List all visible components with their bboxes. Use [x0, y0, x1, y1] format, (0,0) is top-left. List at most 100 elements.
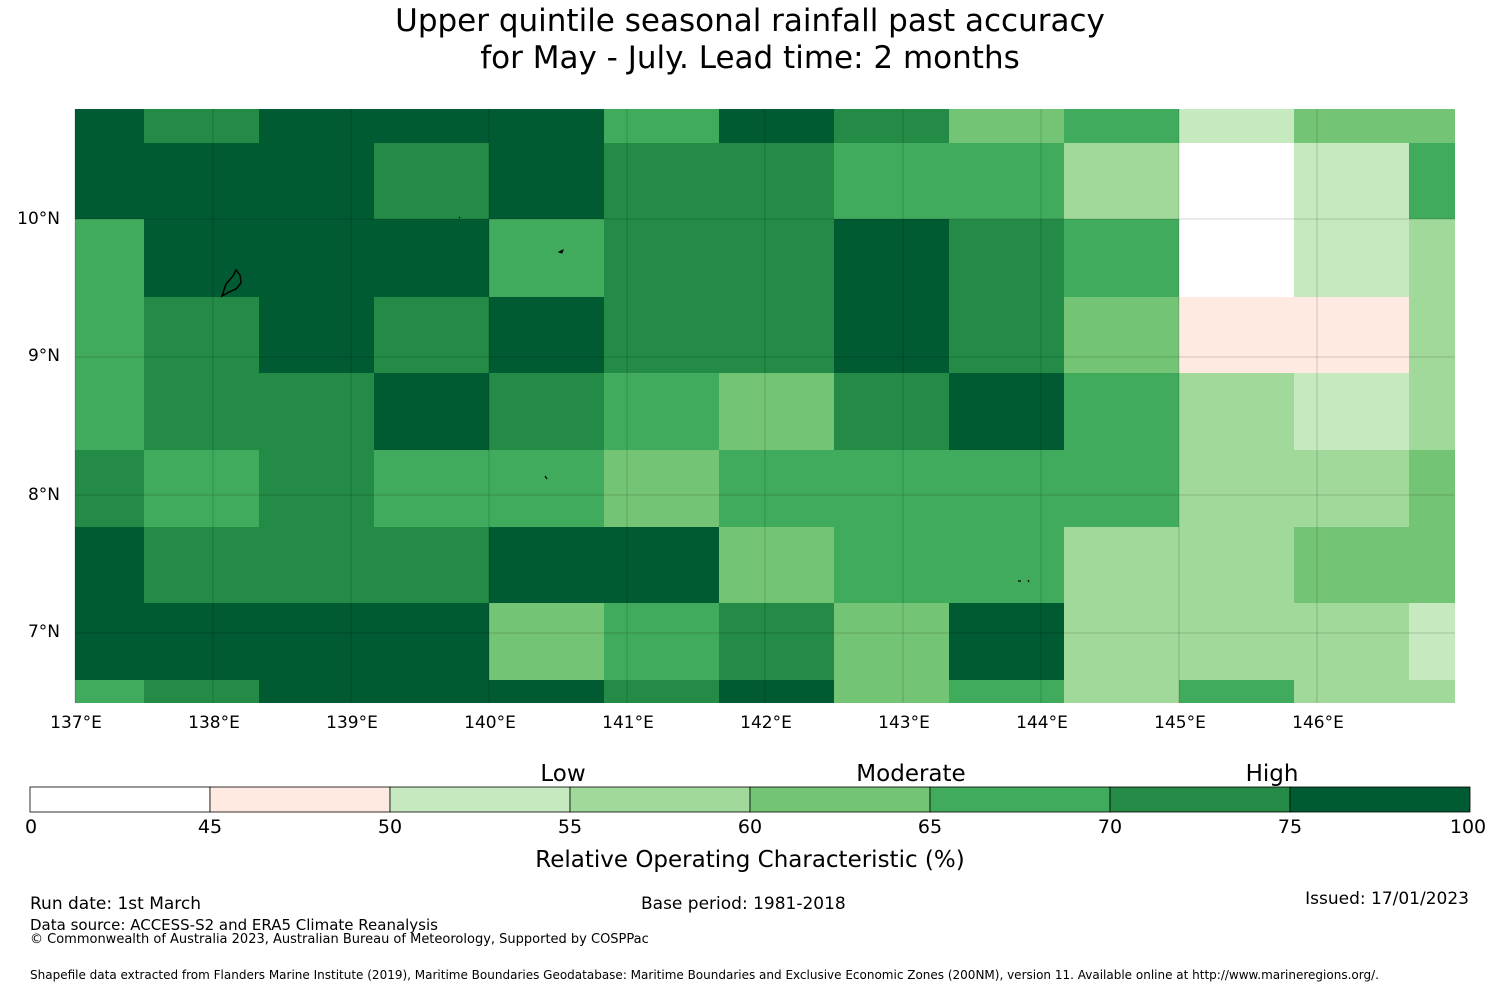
- grid-cell: [489, 373, 604, 450]
- grid-cell: [259, 680, 374, 703]
- grid-cell: [489, 143, 604, 219]
- grid-cell: [949, 297, 1064, 373]
- grid-cell: [604, 527, 719, 603]
- grid-cell: [144, 680, 259, 703]
- legend-color-swatch: [569, 786, 751, 813]
- grid-cell: [949, 219, 1064, 297]
- grid-cell: [1409, 109, 1455, 143]
- legend-color-swatch: [1109, 786, 1291, 813]
- grid-cell: [1064, 603, 1179, 680]
- grid-cell: [834, 603, 949, 680]
- grid-cell: [75, 297, 144, 373]
- grid-cell: [374, 297, 489, 373]
- grid-cell: [834, 219, 949, 297]
- grid-cell: [1409, 373, 1455, 450]
- grid-cell: [1294, 219, 1409, 297]
- legend-tick: 50: [377, 816, 403, 838]
- legend-category-moderate: Moderate: [856, 761, 966, 787]
- grid-cell: [259, 527, 374, 603]
- base-period: Base period: 1981-2018: [641, 894, 846, 914]
- copyright: © Commonwealth of Australia 2023, Austra…: [30, 932, 649, 947]
- grid-cell: [1179, 373, 1294, 450]
- grid-cell: [1179, 219, 1294, 297]
- grid-cell: [75, 373, 144, 450]
- legend-tick: 65: [917, 816, 943, 838]
- grid-cell: [834, 297, 949, 373]
- grid-cell: [834, 109, 949, 143]
- grid-cell: [604, 603, 719, 680]
- grid-cell: [144, 450, 259, 527]
- grid-cell: [374, 109, 489, 143]
- lon-label-138e: 138°E: [188, 713, 240, 733]
- issued-date: Issued: 17/01/2023: [1305, 889, 1469, 909]
- grid-cell: [1179, 527, 1294, 603]
- grid-cell: [259, 450, 374, 527]
- grid-cell: [719, 297, 834, 373]
- grid-cell: [75, 109, 144, 143]
- grid-cell: [719, 450, 834, 527]
- grid-cell: [1294, 527, 1409, 603]
- grid-cell: [374, 143, 489, 219]
- legend-tick: 60: [737, 816, 763, 838]
- grid-cell: [1064, 297, 1179, 373]
- grid-cell: [144, 297, 259, 373]
- grid-cell: [1294, 450, 1409, 527]
- grid-cell: [949, 143, 1064, 219]
- grid-cell: [1064, 109, 1179, 143]
- grid-cell: [719, 219, 834, 297]
- grid-cell: [949, 527, 1064, 603]
- grid-cell: [834, 450, 949, 527]
- grid-cell: [1409, 297, 1455, 373]
- grid-cell: [834, 680, 949, 703]
- grid-cell: [1409, 680, 1455, 703]
- grid-cell: [75, 219, 144, 297]
- grid-cell: [834, 143, 949, 219]
- grid-cell: [834, 373, 949, 450]
- grid-cell: [1064, 143, 1179, 219]
- legend-color-swatch: [1289, 786, 1471, 813]
- grid-cell: [1179, 109, 1294, 143]
- grid-cell: [604, 219, 719, 297]
- lat-label-10n: 10°N: [17, 209, 60, 229]
- legend-color-swatch: [209, 786, 391, 813]
- grid-cell: [144, 143, 259, 219]
- legend-title: Relative Operating Characteristic (%): [535, 847, 965, 873]
- legend-category-low: Low: [540, 761, 586, 787]
- grid-cell: [1064, 219, 1179, 297]
- island-outline: [557, 249, 564, 254]
- grid-cell: [604, 680, 719, 703]
- lon-label-140e: 140°E: [464, 713, 516, 733]
- grid-cell: [144, 109, 259, 143]
- run-date: Run date: 1st March: [30, 894, 202, 914]
- grid-cell: [719, 680, 834, 703]
- lon-label-141e: 141°E: [602, 713, 654, 733]
- island-outline: [1018, 579, 1030, 583]
- legend-color-swatch: [389, 786, 571, 813]
- grid-cell: [75, 680, 144, 703]
- grid-cell: [75, 527, 144, 603]
- lon-label-146e: 146°E: [1292, 713, 1344, 733]
- legend-color-swatch: [29, 786, 211, 813]
- grid-cell: [1409, 527, 1455, 603]
- lon-label-144e: 144°E: [1016, 713, 1068, 733]
- lat-label-7n: 7°N: [27, 622, 60, 642]
- grid-cell: [259, 297, 374, 373]
- legend-color-swatch: [929, 786, 1111, 813]
- grid-cell: [489, 527, 604, 603]
- grid-cell: [1294, 143, 1409, 219]
- grid-cell: [75, 450, 144, 527]
- grid-cell: [719, 109, 834, 143]
- grid-cell: [604, 450, 719, 527]
- grid-cell: [489, 219, 604, 297]
- grid-cell: [374, 373, 489, 450]
- legend-tick: 75: [1277, 816, 1303, 838]
- island-outline: [544, 475, 548, 480]
- grid-cell: [1294, 603, 1409, 680]
- grid-cell: [1064, 527, 1179, 603]
- grid-cell: [259, 219, 374, 297]
- island-outline: [458, 216, 461, 219]
- grid-cell: [604, 373, 719, 450]
- grid-cell: [144, 373, 259, 450]
- grid-cell: [604, 109, 719, 143]
